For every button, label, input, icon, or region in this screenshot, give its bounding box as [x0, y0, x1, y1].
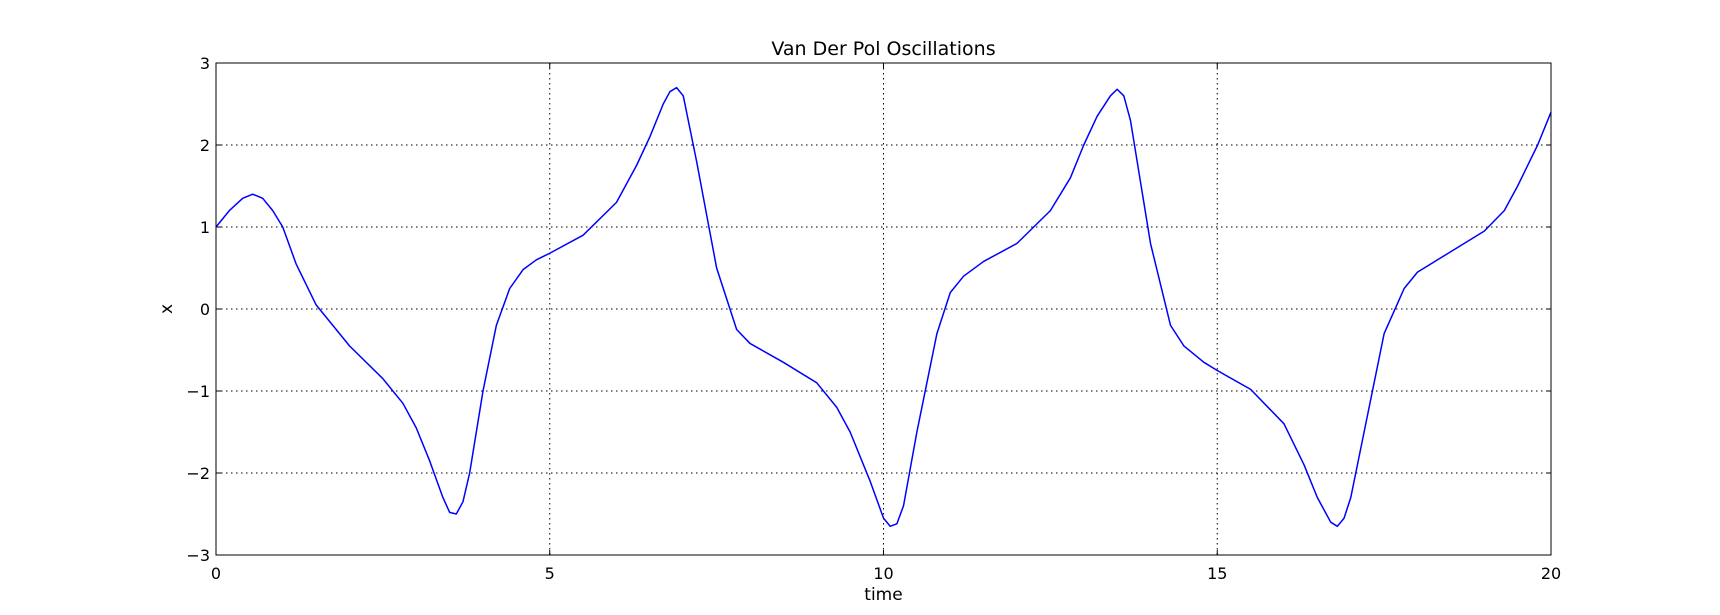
- y-tick-label: 0: [200, 300, 210, 319]
- x-tick-label: 15: [1207, 564, 1227, 583]
- grid-lines: [216, 63, 1551, 555]
- y-tick-labels: −3 −2 −1 0 1 2 3: [186, 54, 210, 565]
- series-line: [215, 86, 1552, 528]
- x-axis-label: time: [864, 585, 902, 605]
- plot-frame: [215, 62, 1552, 556]
- x-tick-label: 0: [211, 564, 221, 583]
- y-tick-label: −2: [186, 464, 210, 483]
- x-tick-label: 20: [1541, 564, 1561, 583]
- x-tick-label: 10: [873, 564, 893, 583]
- series-layer: [215, 86, 1552, 528]
- y-tick-label: 1: [200, 218, 210, 237]
- y-tick-label: −3: [186, 546, 210, 565]
- y-axis-label: x: [157, 304, 177, 314]
- y-tick-label: 2: [200, 136, 210, 155]
- x-tick-label: 5: [545, 564, 555, 583]
- y-tick-label: −1: [186, 382, 210, 401]
- y-tick-label: 3: [200, 54, 210, 73]
- x-tick-labels: 0 5 10 15 20: [211, 564, 1561, 583]
- chart-title: Van Der Pol Oscillations: [771, 38, 995, 60]
